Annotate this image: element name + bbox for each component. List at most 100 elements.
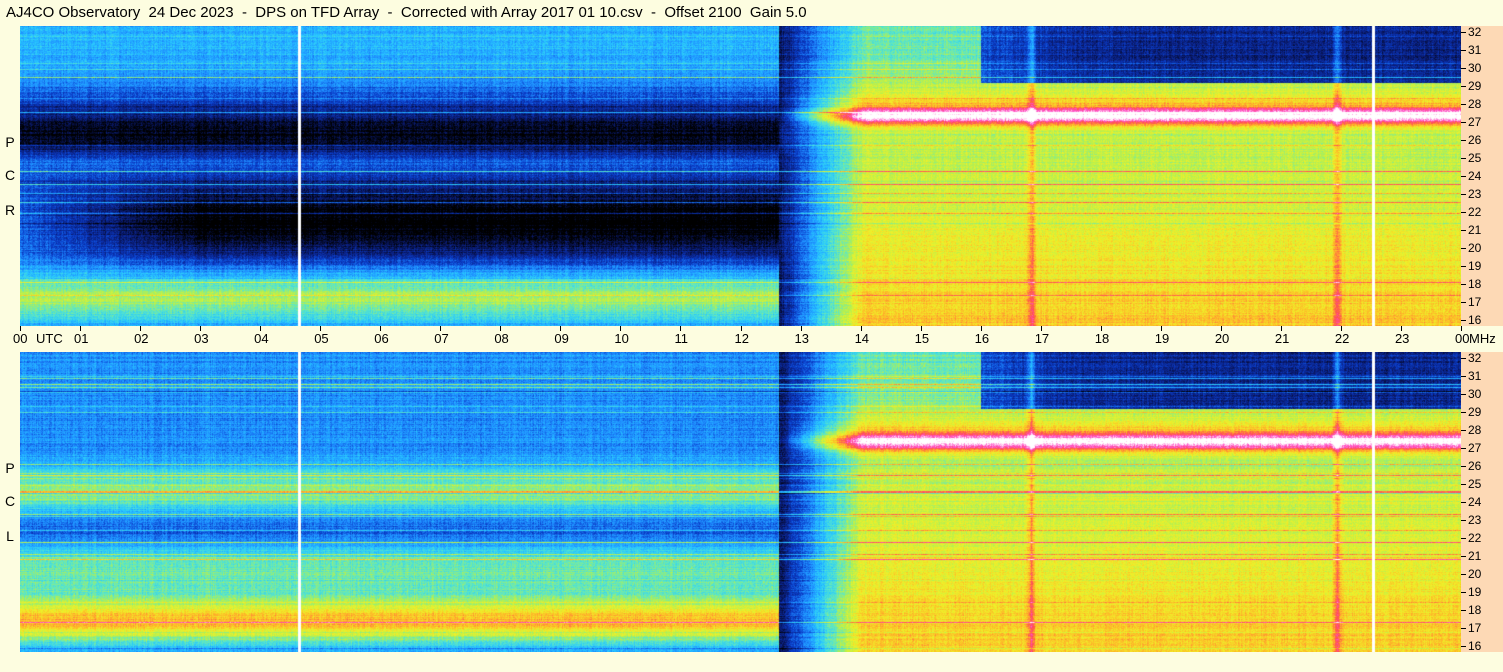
time-tick-label: 01: [74, 331, 89, 346]
frequency-tick-label: 19: [1468, 585, 1482, 599]
time-tick: [320, 326, 322, 331]
frequency-tick-label: 27: [1468, 441, 1482, 455]
time-tick: [140, 326, 142, 331]
frequency-tick: [1461, 122, 1466, 123]
frequency-tick-label: 24: [1468, 495, 1482, 509]
frequency-tick-label: 19: [1468, 259, 1482, 273]
frequency-axis-top: 32 31 30 29 28 27 26 25 24 23 22 21 20 19 18 17 16: [1461, 26, 1503, 326]
time-tick: [1340, 326, 1342, 331]
frequency-tick-label: 26: [1468, 459, 1482, 473]
frequency-tick-label: 25: [1468, 477, 1482, 491]
frequency-tick: [1461, 538, 1466, 539]
time-tick: [1100, 326, 1102, 331]
time-tick: [20, 326, 21, 331]
frequency-tick-label: 31: [1468, 369, 1482, 383]
frequency-tick: [1461, 358, 1466, 359]
time-tick: [920, 326, 922, 331]
time-tick: [1160, 326, 1162, 331]
time-tick-label: 04: [254, 331, 269, 346]
frequency-tick: [1461, 628, 1466, 629]
time-tick-label: 02: [134, 331, 149, 346]
frequency-tick: [1461, 320, 1466, 321]
rcp-label-strip: P C R: [0, 26, 20, 326]
time-tick: [1280, 326, 1282, 331]
time-tick-label: 22: [1334, 331, 1350, 346]
frequency-tick-label: 29: [1468, 79, 1482, 93]
frequency-tick-label: 16: [1468, 313, 1482, 327]
time-tick-label: 05: [314, 331, 329, 346]
frequency-tick: [1461, 50, 1466, 51]
frequency-tick: [1461, 140, 1466, 141]
frequency-tick-label: 29: [1468, 405, 1482, 419]
frequency-tick: [1461, 520, 1466, 521]
time-tick-label: 16: [974, 331, 990, 346]
time-tick-label: 06: [374, 331, 389, 346]
frequency-tick: [1461, 394, 1466, 395]
frequency-tick-label: 20: [1468, 241, 1482, 255]
time-tick-label: 12: [734, 331, 749, 346]
frequency-tick-label: 23: [1468, 187, 1482, 201]
frequency-tick: [1461, 86, 1466, 87]
frequency-axis-bottom: 32 31 30 29 28 27 26 25 24 23 22 21 20 19 18 17 16: [1461, 352, 1503, 652]
time-tick-label: 10: [614, 331, 629, 346]
frequency-tick: [1461, 284, 1466, 285]
frequency-tick: [1461, 610, 1466, 611]
time-tick: [800, 326, 802, 331]
frequency-tick-label: 18: [1468, 603, 1482, 617]
time-tick: [500, 326, 502, 331]
time-tick-label: 21: [1274, 331, 1290, 346]
rcp-letter-p: P: [5, 134, 15, 150]
frequency-tick-label: 23: [1468, 513, 1482, 527]
frequency-tick-label: 22: [1468, 205, 1482, 219]
time-tick: [200, 326, 202, 331]
time-tick-label: 11: [674, 331, 688, 346]
time-tick: [620, 326, 622, 331]
frequency-tick: [1461, 248, 1466, 249]
time-tick: [740, 326, 742, 331]
time-tick-label: 17: [1034, 331, 1050, 346]
frequency-tick: [1461, 302, 1466, 303]
frequency-tick: [1461, 158, 1466, 159]
time-tick: [1400, 326, 1402, 331]
frequency-tick-label: 32: [1468, 25, 1482, 39]
time-tick: [560, 326, 562, 331]
spectrogram-bottom: [20, 352, 1461, 652]
time-tick: [980, 326, 982, 331]
frequency-tick: [1461, 574, 1466, 575]
frequency-tick-label: 25: [1468, 151, 1482, 165]
frequency-tick: [1461, 430, 1466, 431]
lcp-letter-c: C: [4, 493, 16, 509]
time-tick-label: 20: [1214, 331, 1230, 346]
frequency-tick: [1461, 176, 1466, 177]
time-tick: [1040, 326, 1042, 331]
frequency-tick-label: 30: [1468, 387, 1482, 401]
frequency-tick: [1461, 212, 1466, 213]
frequency-tick: [1461, 412, 1466, 413]
frequency-tick-label: 20: [1468, 567, 1482, 581]
time-tick-label: 18: [1094, 331, 1110, 346]
frequency-tick: [1461, 448, 1466, 449]
time-tick: [260, 326, 262, 331]
frequency-tick: [1461, 556, 1466, 557]
time-tick-label: 08: [494, 331, 509, 346]
time-unit-label: UTC: [36, 331, 63, 346]
frequency-tick: [1461, 484, 1466, 485]
time-tick-label: 19: [1154, 331, 1170, 346]
time-tick: [380, 326, 382, 331]
frequency-tick-label: 30: [1468, 61, 1482, 75]
frequency-tick-label: 26: [1468, 133, 1482, 147]
frequency-tick: [1461, 592, 1466, 593]
frequency-tick: [1461, 466, 1466, 467]
time-axis: UTC MHz 00 01 02 03 04 05 06 07 08 09 10 11 12 13 14 15…: [0, 326, 1503, 352]
time-tick: [1220, 326, 1222, 331]
chart-title: AJ4CO Observatory 24 Dec 2023 - DPS on T…: [0, 0, 1503, 26]
frequency-tick-label: 27: [1468, 115, 1482, 129]
frequency-tick-label: 16: [1468, 639, 1482, 653]
frequency-tick-label: 22: [1468, 531, 1482, 545]
time-tick: [1461, 326, 1462, 331]
frequency-tick-label: 31: [1468, 43, 1482, 57]
frequency-tick: [1461, 266, 1466, 267]
time-tick: [680, 326, 682, 331]
time-tick-label: 13: [794, 331, 809, 346]
bottom-margin: [0, 652, 1503, 672]
